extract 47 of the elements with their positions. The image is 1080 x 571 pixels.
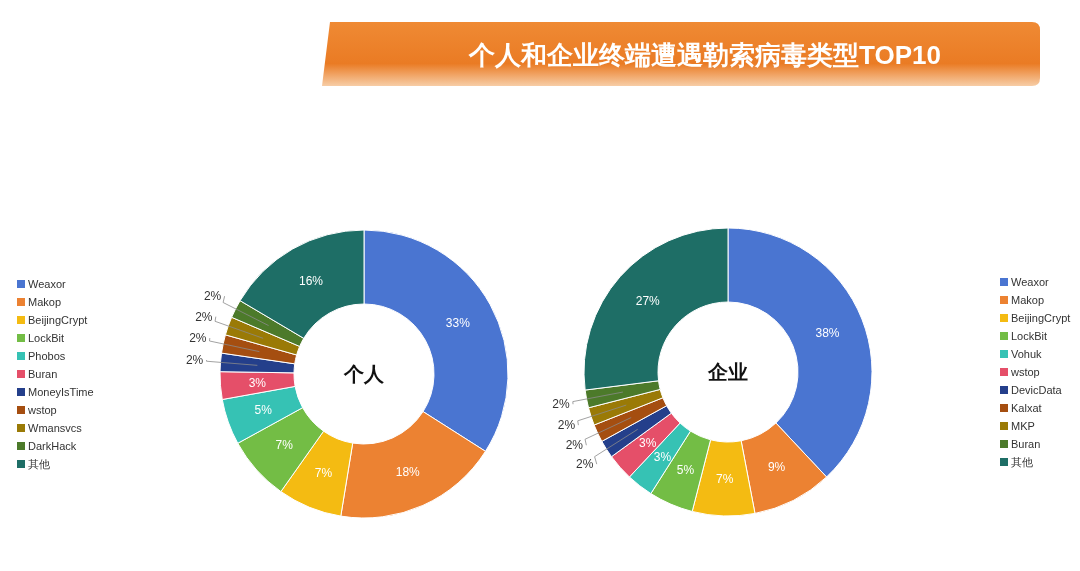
legend-label: BeijingCrypt (1011, 312, 1071, 324)
legend-label: Weaxor (28, 278, 67, 290)
legend-label: Buran (1011, 438, 1041, 450)
data-label: 9% (767, 460, 786, 475)
legend-label: Weaxor (1011, 276, 1050, 288)
legend-label: LockBit (28, 332, 65, 344)
data-label: 2% (557, 418, 576, 433)
data-label: 5% (254, 402, 273, 417)
legend-label: Makop (1011, 294, 1045, 306)
data-label: 7% (275, 438, 294, 453)
legend-label: wstop (1010, 366, 1040, 378)
data-label: 16% (298, 274, 324, 289)
data-label: 18% (395, 464, 421, 479)
data-label: 2% (195, 309, 213, 324)
data-label: 2% (576, 457, 594, 472)
data-label: 2% (565, 438, 584, 453)
data-label: 38% (815, 325, 840, 340)
data-label: 33% (445, 315, 471, 330)
legend-label: Buran (28, 368, 58, 380)
data-label: 7% (314, 466, 333, 481)
data-label: 2% (203, 289, 222, 304)
text: 个人 (343, 363, 385, 385)
data-label: 7% (715, 471, 734, 486)
text: 企业 (707, 361, 748, 383)
data-label: 3% (653, 449, 672, 464)
legend-label: Kalxat (1011, 402, 1042, 414)
legend-label: Makop (28, 296, 62, 308)
data-label: 2% (185, 353, 204, 368)
data-label: 3% (248, 375, 267, 390)
legend-label: MKP (1011, 420, 1035, 432)
legend-label: LockBit (1011, 330, 1048, 342)
legend-label: MoneyIsTime (28, 386, 94, 398)
legend-label: BeijingCrypt (28, 314, 88, 326)
legend-label: DarkHack (28, 440, 77, 452)
data-label: 2% (189, 331, 207, 346)
data-label: 2% (552, 397, 571, 412)
chart-title: 个人和企业终端遭遇勒索病毒类型TOP10 (468, 40, 941, 70)
legend-label: Vohuk (1011, 348, 1043, 360)
legend-label: DevicData (1011, 384, 1063, 396)
legend-label: Wmansvcs (28, 422, 83, 434)
data-label: 27% (635, 294, 661, 309)
legend-label: wstop (27, 404, 57, 416)
legend-label: 其他 (1011, 456, 1033, 468)
legend-label: 其他 (28, 458, 50, 470)
data-label: 3% (639, 435, 657, 450)
data-label: 5% (676, 463, 695, 478)
legend-label: Phobos (28, 350, 66, 362)
